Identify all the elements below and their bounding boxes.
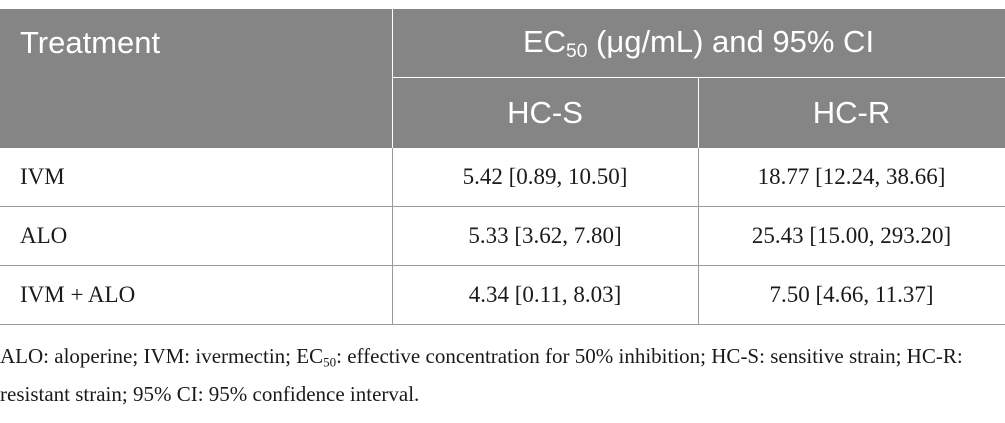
treatment-cell: IVM + ALO xyxy=(0,265,392,325)
table-row: IVM 5.42 [0.89, 10.50] 18.77 [12.24, 38.… xyxy=(0,148,1005,207)
ec-subscript: 50 xyxy=(566,40,588,62)
ec-prefix: EC xyxy=(522,23,567,59)
footnote-text-1: ALO: aloperine; IVM: ivermectin; EC xyxy=(0,344,324,368)
treatment-cell: IVM xyxy=(0,148,392,207)
table-row: ALO 5.33 [3.62, 7.80] 25.43 [15.00, 293.… xyxy=(0,206,1005,266)
hc-s-cell: 4.34 [0.11, 8.03] xyxy=(391,265,698,325)
hc-s-cell: 5.33 [3.62, 7.80] xyxy=(391,206,698,266)
ec-suffix: (μg/mL) and 95% CI xyxy=(587,23,875,59)
hc-r-header: HC-R xyxy=(697,77,1005,148)
hc-s-header: HC-S xyxy=(391,77,698,148)
hc-r-cell: 18.77 [12.24, 38.66] xyxy=(697,148,1005,207)
treatment-header: Treatment xyxy=(0,9,392,148)
table-header: Treatment EC50 (μg/mL) and 95% CI HC-S H… xyxy=(0,9,1005,148)
hc-r-cell: 25.43 [15.00, 293.20] xyxy=(697,206,1005,266)
table-body: IVM 5.42 [0.89, 10.50] 18.77 [12.24, 38.… xyxy=(0,148,1005,325)
ec50-table: Treatment EC50 (μg/mL) and 95% CI HC-S H… xyxy=(0,9,1005,325)
footnote-subscript: 50 xyxy=(323,354,337,370)
table-row: IVM + ALO 4.34 [0.11, 8.03] 7.50 [4.66, … xyxy=(0,265,1005,325)
hc-r-cell: 7.50 [4.66, 11.37] xyxy=(697,265,1005,325)
hc-s-cell: 5.42 [0.89, 10.50] xyxy=(391,148,698,207)
treatment-cell: ALO xyxy=(0,206,392,266)
footnote-text-2: : effective concentration for 50% inhibi… xyxy=(0,344,963,407)
table-footnote: ALO: aloperine; IVM: ivermectin; EC50: e… xyxy=(0,340,990,410)
ec50-header: EC50 (μg/mL) and 95% CI xyxy=(391,9,1005,78)
